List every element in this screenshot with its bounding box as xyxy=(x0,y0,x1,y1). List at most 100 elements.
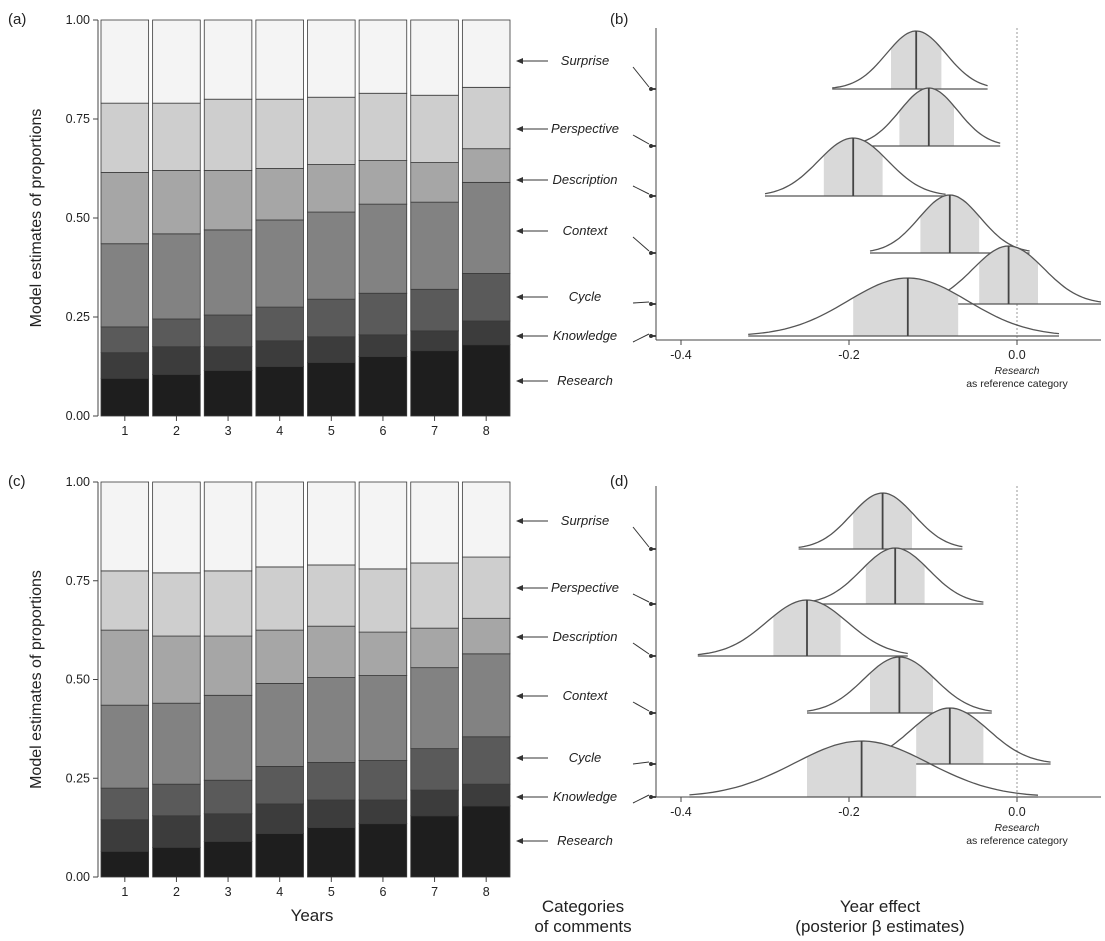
panel-a-xtick-label: 8 xyxy=(483,424,490,438)
panel-c-ytick-label: 0.25 xyxy=(66,771,90,785)
panel-c-bar-year8-context xyxy=(461,653,511,738)
panel-c-xtick-label: 3 xyxy=(225,885,232,899)
panel-a-arrow-to-density-cycle xyxy=(632,301,650,304)
panel-a-bar-year1-knowledge xyxy=(100,352,150,379)
panel-c-ytick-label: 0.75 xyxy=(66,574,90,588)
panel-a-xtick-label: 7 xyxy=(431,424,438,438)
panel-a-xtick-label: 6 xyxy=(379,424,386,438)
panel-c-xtick-label: 7 xyxy=(431,885,438,899)
panel-c-ytick-label: 0.00 xyxy=(66,870,90,884)
panel-a-bar-year2-surprise xyxy=(152,19,201,104)
panel-a-arrowhead-bar-cycle xyxy=(516,294,523,300)
panel-c-bar-year6-research xyxy=(358,823,408,878)
panel-c-bar-year2-knowledge xyxy=(152,815,201,848)
panel-c-arrowhead-bar-context xyxy=(516,693,523,699)
panel-c-bar-year7-description xyxy=(410,627,459,669)
panel-a-arrowhead-density-context xyxy=(649,251,653,255)
panel-c-xtick-label: 5 xyxy=(328,885,335,899)
panel-a-bar-year3-knowledge xyxy=(203,346,253,371)
panel-a-bar-year1-surprise xyxy=(100,19,150,104)
panel-c-arrow-to-density-perspective xyxy=(632,593,650,603)
panel-c-label: (c) xyxy=(8,473,26,490)
panel-a-arrowhead-bar-knowledge xyxy=(516,333,523,339)
panel-c-bar-year6-perspective xyxy=(358,568,408,633)
panel-c-bar-year7-perspective xyxy=(410,562,459,629)
panel-d-xtick-label: -0.4 xyxy=(670,805,692,819)
panel-c-bar-year8-description xyxy=(461,617,511,655)
panel-a-bar-year4-perspective xyxy=(255,98,304,169)
panel-b-density-perspective xyxy=(848,87,1001,146)
panel-a-bar-year1-perspective xyxy=(100,102,150,173)
panel-c-bar-year6-knowledge xyxy=(358,799,408,825)
panel-a-bar-year4-context xyxy=(255,219,304,308)
panel-c-ytick-label: 0.50 xyxy=(66,673,90,687)
panel-a-label: (a) xyxy=(8,11,26,28)
panel-a-arrowhead-bar-surprise xyxy=(516,58,523,64)
panel-a-bar-year7-context xyxy=(410,201,459,290)
panel-c-arrow-to-density-knowledge xyxy=(632,794,650,804)
panel-a-bar-year6-research xyxy=(358,356,408,417)
panel-c-arrow-to-density-cycle xyxy=(632,761,650,765)
panel-c-bar-year7-context xyxy=(410,667,459,750)
panel-c-arrowhead-density-context xyxy=(649,711,653,715)
panel-a-bar-year2-perspective xyxy=(152,102,201,171)
panel-c-bar-year1-cycle xyxy=(100,787,150,821)
panel-c-category-knowledge: Knowledge xyxy=(553,789,617,804)
panel-c-bar-year7-cycle xyxy=(410,748,459,791)
panel-c-bar-year8-cycle xyxy=(461,736,511,785)
panel-a-bar-year7-perspective xyxy=(410,94,459,163)
panel-a-ytick-label: 0.50 xyxy=(66,211,90,225)
panel-a-arrow-to-density-knowledge xyxy=(632,333,650,343)
panel-c-bar-year7-knowledge xyxy=(410,789,459,817)
panel-a-xtick-label: 3 xyxy=(225,424,232,438)
panel-b-reference-label-line1: Research xyxy=(995,365,1040,377)
panel-c-bar-year3-surprise xyxy=(203,481,253,572)
panel-d-density-knowledge xyxy=(689,740,1039,796)
panel-a-arrowhead-density-knowledge xyxy=(649,334,653,338)
panel-c-bar-year4-context xyxy=(255,683,304,767)
panel-a-arrow-to-density-context xyxy=(632,236,650,252)
panel-c-bar-year5-research xyxy=(307,827,356,878)
panel-a-bar-year5-context xyxy=(307,211,356,300)
panel-c-bar-year5-surprise xyxy=(307,481,356,566)
panel-c-category-cycle: Cycle xyxy=(569,750,602,765)
panel-c-arrowhead-bar-knowledge xyxy=(516,794,523,800)
panel-a-bar-year3-cycle xyxy=(203,314,253,348)
panel-c-bar-year3-description xyxy=(203,635,253,696)
panel-c-arrowhead-density-surprise xyxy=(649,547,653,551)
panel-a-ylabel: Model estimates of proportions xyxy=(28,109,45,328)
panel-c-bar-year5-description xyxy=(307,625,356,678)
panel-c-bar-year8-perspective xyxy=(461,556,511,619)
panel-a-ytick-label: 0.75 xyxy=(66,112,90,126)
panel-c-category-perspective: Perspective xyxy=(551,580,619,595)
panel-a-arrow-to-density-description xyxy=(632,185,650,195)
panel-a-bar-year6-surprise xyxy=(358,19,408,94)
panel-a-bar-year6-context xyxy=(358,203,408,294)
panel-c-xtick-label: 6 xyxy=(379,885,386,899)
panel-c-xtick-label: 2 xyxy=(173,885,180,899)
panel-a-bar-year5-research xyxy=(307,362,356,417)
panel-a-bar-year2-cycle xyxy=(152,318,201,348)
panel-b-ci-band-knowledge xyxy=(853,278,959,336)
panel-b-xtick-label: -0.4 xyxy=(670,348,692,362)
panel-c-arrow-to-density-context xyxy=(632,701,650,712)
panel-c-arrow-to-density-description xyxy=(632,642,650,655)
panel-a-bar-year6-perspective xyxy=(358,92,408,161)
panel-b-xtick-label: -0.2 xyxy=(838,348,860,362)
panel-a-arrowhead-density-description xyxy=(649,194,653,198)
panel-a-bar-year5-cycle xyxy=(307,298,356,338)
panel-a-xtick-label: 4 xyxy=(276,424,283,438)
panel-c-arrow-to-density-surprise xyxy=(632,526,650,548)
panel-a-bar-year6-cycle xyxy=(358,292,408,336)
panel-c-xtick-label: 4 xyxy=(276,885,283,899)
panel-c-bar-year3-perspective xyxy=(203,570,253,637)
panel-c-bar-year3-cycle xyxy=(203,779,253,815)
panel-c-bar-year3-research xyxy=(203,841,253,878)
panel-a-bar-year3-surprise xyxy=(203,19,253,100)
panel-a-arrowhead-density-surprise xyxy=(649,87,653,91)
panel-b-xtick-label: 0.0 xyxy=(1008,348,1025,362)
panel-b-density-surprise xyxy=(832,30,988,89)
panel-c-bar-year4-research xyxy=(255,833,304,878)
panel-a-bar-year3-description xyxy=(203,170,253,231)
